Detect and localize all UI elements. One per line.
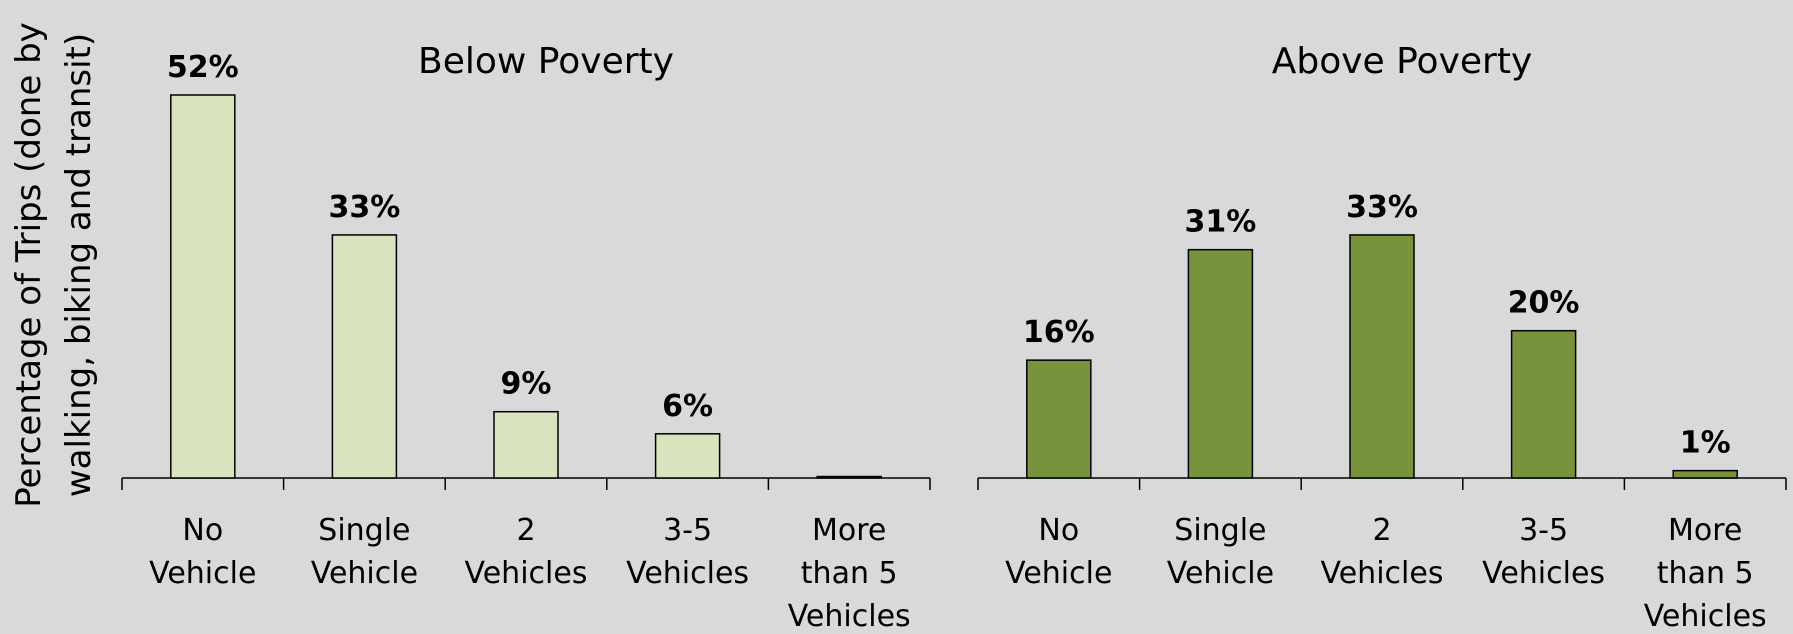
x-tick-label: Vehicles [626,556,749,591]
data-label: 33% [328,190,400,225]
x-tick-label: More [812,513,886,548]
x-tick-label: Vehicles [1482,556,1605,591]
x-tick-label: Vehicle [311,556,418,591]
bar [1026,359,1092,479]
x-tick-label: than 5 [1657,556,1754,591]
data-label: 1% [1680,426,1731,461]
panels: Below Poverty 52% No Vehicle 33% Single Vehicl… [121,41,1787,634]
x-tick-label: Single [1174,513,1266,548]
data-label: 9% [501,367,552,402]
x-tick-label: More [1668,513,1742,548]
bar [493,410,559,479]
panel-title: Below Poverty [418,41,674,82]
bar [1672,469,1738,479]
bar [170,94,236,479]
data-label: 52% [167,50,239,85]
y-axis-label-line-2: walking, biking and transit) [59,33,99,497]
x-tick-label: Single [318,513,410,548]
x-tick-label: Vehicles [1321,556,1444,591]
data-label: 20% [1508,286,1580,321]
panel-1: Below Poverty 52% No Vehicle 33% Single Vehicl… [121,41,931,634]
bar [816,475,882,479]
bar [1187,248,1254,479]
y-axis-label-line-1: Percentage of Trips (done by [9,22,49,508]
x-tick-label: Vehicle [1167,556,1274,591]
data-label: 33% [1346,190,1418,225]
x-tick-label: Vehicles [1644,599,1767,634]
x-tick-label: Vehicle [149,556,256,591]
x-tick-label: Vehicle [1005,556,1112,591]
data-label: 6% [662,389,713,424]
x-tick-label: No [182,513,223,548]
panel-2: Above Poverty 16% No Vehicle 31% Single Vehicl… [977,41,1787,634]
data-label: 31% [1184,205,1256,240]
bar [1510,329,1577,479]
x-tick-label: 3-5 [663,513,712,548]
x-tick-label: Vehicles [788,599,911,634]
x-tick-label: No [1038,513,1079,548]
y-axis-label: Percentage of Trips (done by walking, bi… [9,22,99,508]
bar [654,433,721,479]
panel-title: Above Poverty [1272,41,1533,82]
x-tick-label: Vehicles [465,556,588,591]
x-tick-label: than 5 [801,556,898,591]
x-tick-label: 2 [1372,513,1391,548]
bar [1349,234,1415,479]
x-tick-label: 3-5 [1519,513,1568,548]
bar [331,234,398,479]
x-tick-label: 2 [516,513,535,548]
data-label: 16% [1023,315,1095,350]
